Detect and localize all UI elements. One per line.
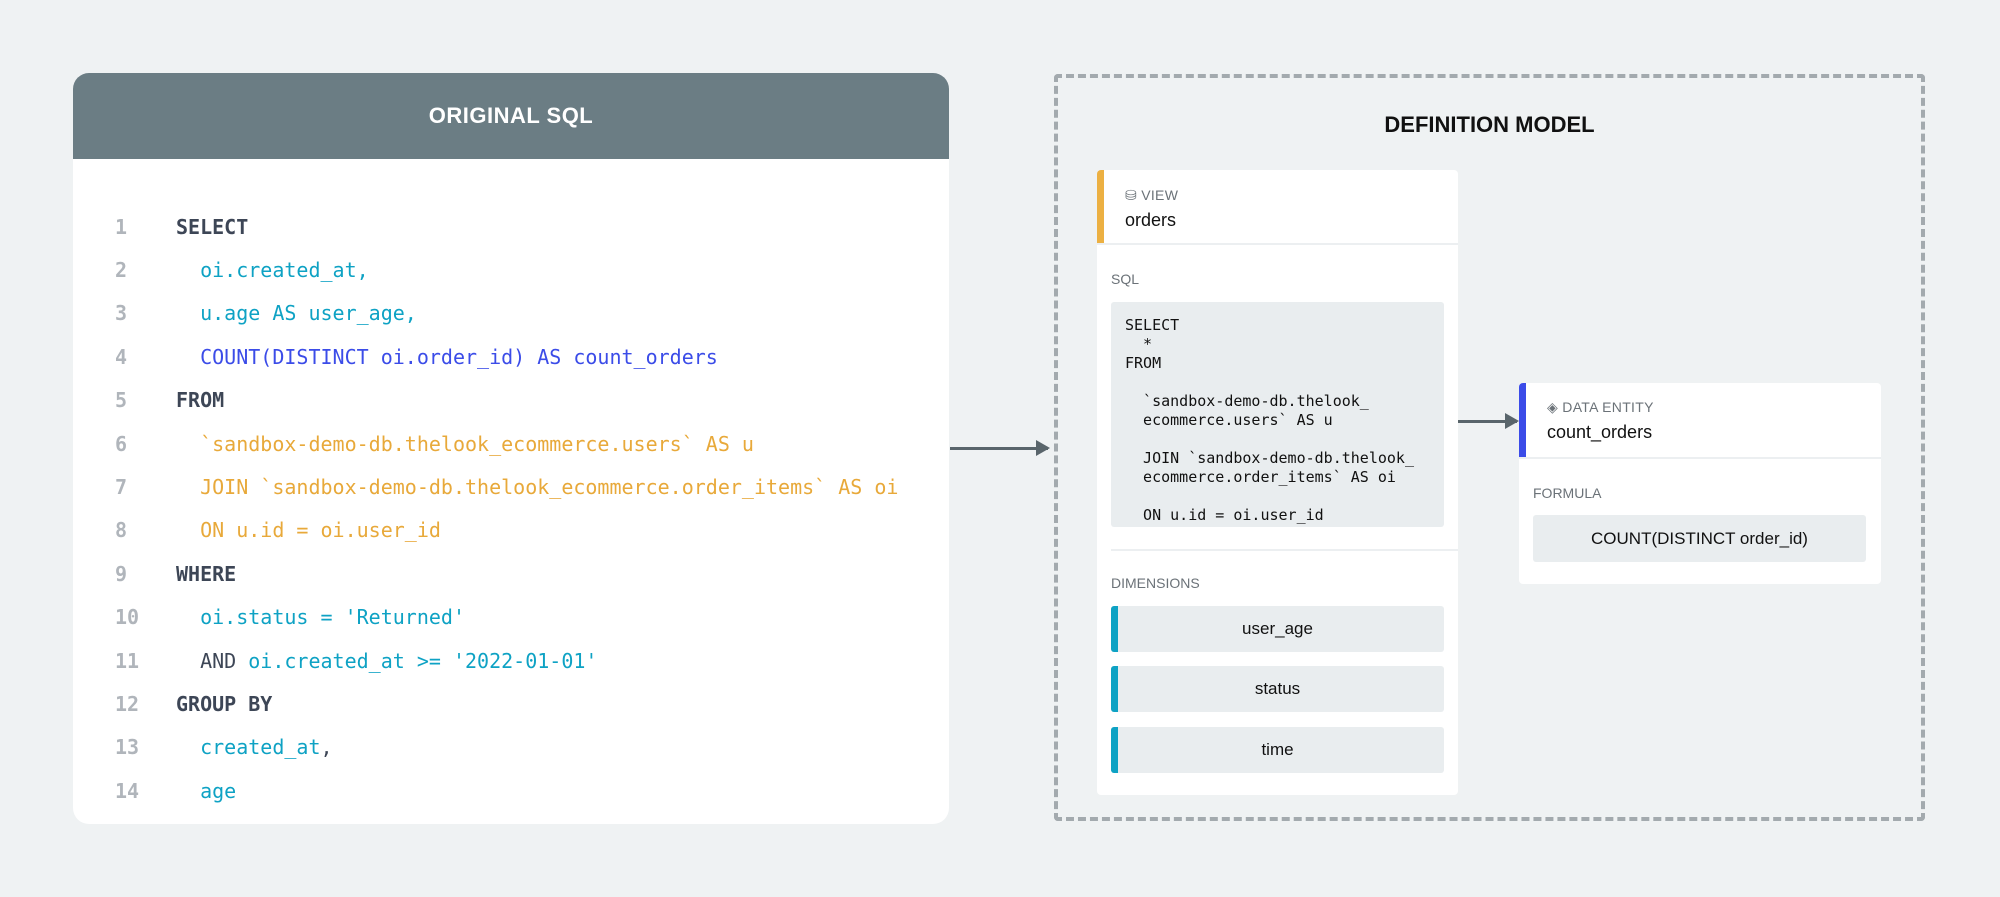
code-token: created_at bbox=[176, 735, 321, 760]
code-token: SELECT bbox=[176, 214, 249, 239]
code-line: 5 FROM bbox=[73, 379, 949, 422]
line-number: 1 bbox=[115, 214, 128, 239]
line-number: 6 bbox=[115, 431, 128, 456]
formula-label: FORMULA bbox=[1533, 485, 1602, 501]
code-line: 4 COUNT(DISTINCT oi.order_id) AS count_o… bbox=[73, 335, 949, 378]
code-line: 1 SELECT bbox=[73, 205, 949, 248]
line-number: 3 bbox=[115, 301, 128, 326]
code-line: 6 `sandbox-demo-db.thelook_ecommerce.use… bbox=[73, 422, 949, 465]
entity-name: count_orders bbox=[1547, 422, 1653, 442]
code-line: 10 oi.status = 'Returned' bbox=[73, 596, 949, 639]
code-text: created_at, bbox=[176, 735, 333, 760]
code-line: 11 AND oi.created_at >= '2022-01-01' bbox=[73, 639, 949, 682]
code-text: FROM bbox=[176, 388, 224, 412]
code-line: 12 GROUP BY bbox=[73, 682, 949, 725]
view-card: ⛁ VIEW orders SQL SELECT * FROM `sandbox… bbox=[1097, 170, 1458, 795]
code-token: oi.created_at >= '2022-01-01' bbox=[248, 648, 598, 673]
arrow-icon bbox=[950, 440, 1050, 456]
code-text: SELECT bbox=[176, 215, 248, 239]
code-text: u.age AS user_age, bbox=[176, 301, 417, 325]
line-number: 13 bbox=[115, 735, 140, 760]
code-text: WHERE bbox=[176, 562, 236, 586]
definition-model-title: DEFINITION MODEL bbox=[1384, 112, 1595, 137]
code-token: FROM bbox=[176, 388, 225, 413]
code-line: 8 ON u.id = oi.user_id bbox=[73, 509, 949, 552]
line-number: 10 bbox=[115, 605, 140, 630]
formula-value: COUNT(DISTINCT order_id) bbox=[1533, 515, 1866, 562]
layers-icon: ◈ bbox=[1547, 399, 1559, 415]
code-line: 2 oi.created_at, bbox=[73, 248, 949, 291]
line-number: 5 bbox=[115, 388, 128, 413]
original-sql-panel: ORIGINAL SQL 1 SELECT 2 oi.created_at, 3 u.… bbox=[73, 73, 949, 824]
sql-code-block: 1 SELECT 2 oi.created_at, 3 u.age AS user_a… bbox=[73, 205, 949, 812]
arrow-icon bbox=[1458, 413, 1519, 429]
view-type-label: VIEW bbox=[1141, 187, 1179, 203]
code-token: WHERE bbox=[176, 561, 237, 586]
dimension-item[interactable]: status bbox=[1111, 666, 1444, 712]
code-token: age bbox=[176, 778, 237, 803]
code-text: age bbox=[176, 779, 236, 803]
line-number: 11 bbox=[115, 648, 140, 673]
panel-title: ORIGINAL SQL bbox=[73, 73, 949, 159]
code-token: JOIN `sandbox-demo-db.thelook_ecommerce.… bbox=[176, 475, 899, 500]
code-text: ON u.id = oi.user_id bbox=[176, 518, 441, 542]
line-number: 7 bbox=[115, 475, 128, 500]
line-number: 8 bbox=[115, 518, 128, 543]
database-icon: ⛁ bbox=[1125, 187, 1138, 203]
code-line: 13 created_at, bbox=[73, 726, 949, 769]
definition-model-container bbox=[1054, 74, 1925, 821]
code-token: COUNT(DISTINCT oi.order_id) AS count_ord… bbox=[176, 344, 718, 369]
line-number: 12 bbox=[115, 691, 140, 716]
dimensions-label: DIMENSIONS bbox=[1111, 575, 1200, 591]
sql-label: SQL bbox=[1111, 271, 1140, 287]
code-token: u.age AS user_age, bbox=[176, 301, 417, 326]
code-text: GROUP BY bbox=[176, 692, 272, 716]
code-text: JOIN `sandbox-demo-db.thelook_ecommerce.… bbox=[176, 475, 898, 499]
code-text: oi.status = 'Returned' bbox=[176, 605, 465, 629]
code-text: COUNT(DISTINCT oi.order_id) AS count_ord… bbox=[176, 345, 718, 369]
code-token: , bbox=[320, 735, 333, 760]
code-line: 9 WHERE bbox=[73, 552, 949, 595]
line-number: 14 bbox=[115, 778, 140, 803]
code-line: 14 age bbox=[73, 769, 949, 812]
line-number: 4 bbox=[115, 344, 128, 369]
line-number: 2 bbox=[115, 258, 128, 283]
view-sql: SELECT * FROM `sandbox-demo-db.thelook_ … bbox=[1111, 302, 1444, 527]
dimension-item[interactable]: user_age bbox=[1111, 606, 1444, 652]
line-number: 9 bbox=[115, 561, 128, 586]
code-line: 3 u.age AS user_age, bbox=[73, 292, 949, 335]
dimension-item[interactable]: time bbox=[1111, 727, 1444, 773]
code-text: AND oi.created_at >= '2022-01-01' bbox=[176, 649, 597, 673]
data-entity-card: ◈ DATA ENTITY count_orders FORMULA COUNT… bbox=[1519, 383, 1881, 584]
code-token: oi.created_at, bbox=[176, 258, 369, 283]
entity-type-label: DATA ENTITY bbox=[1562, 399, 1654, 415]
view-name: orders bbox=[1125, 210, 1177, 230]
code-text: `sandbox-demo-db.thelook_ecommerce.users… bbox=[176, 432, 754, 456]
code-token: oi.status = 'Returned' bbox=[176, 605, 465, 630]
code-token: `sandbox-demo-db.thelook_ecommerce.users… bbox=[176, 431, 754, 456]
code-line: 7 JOIN `sandbox-demo-db.thelook_ecommerc… bbox=[73, 465, 949, 508]
code-token: GROUP BY bbox=[176, 691, 273, 716]
code-token: AND bbox=[176, 648, 249, 673]
code-text: oi.created_at, bbox=[176, 258, 369, 282]
code-token: ON u.id = oi.user_id bbox=[176, 518, 441, 543]
